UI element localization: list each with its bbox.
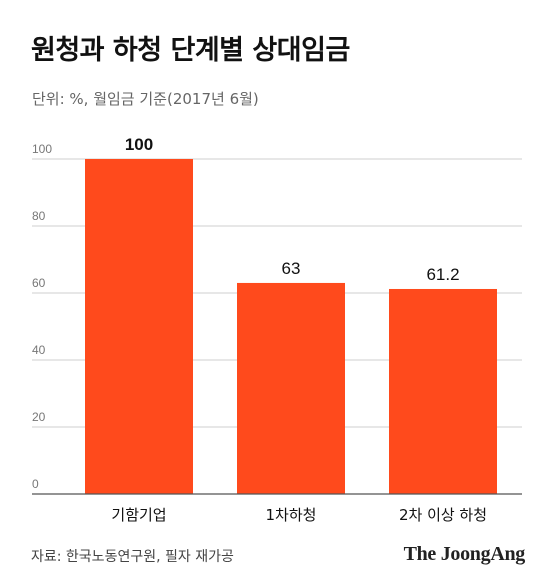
data-label: 100 bbox=[125, 135, 153, 154]
y-tick-label: 40 bbox=[32, 343, 46, 357]
y-tick-label: 0 bbox=[32, 477, 39, 491]
data-label: 61.2 bbox=[426, 265, 459, 284]
bar bbox=[389, 288, 497, 494]
x-tick-label: 기함기업 bbox=[111, 506, 166, 524]
chart-subtitle: 단위: %, 월임금 기준(2017년 6월) bbox=[32, 90, 259, 108]
source-note: 자료: 한국노동연구원, 필자 재가공 bbox=[31, 549, 234, 565]
data-label: 63 bbox=[282, 259, 301, 278]
y-tick-label: 80 bbox=[32, 209, 46, 223]
y-tick-label: 20 bbox=[32, 410, 46, 424]
bar bbox=[85, 159, 193, 494]
bar bbox=[237, 282, 345, 494]
x-tick-label: 2차 이상 하청 bbox=[399, 506, 487, 524]
y-tick-label: 60 bbox=[32, 276, 46, 290]
joongang-logo: The JoongAng bbox=[403, 543, 526, 565]
x-tick-label: 1차하청 bbox=[266, 506, 317, 524]
y-tick-label: 100 bbox=[32, 142, 52, 156]
chart-title: 원청과 하청 단계별 상대임금 bbox=[31, 35, 350, 66]
